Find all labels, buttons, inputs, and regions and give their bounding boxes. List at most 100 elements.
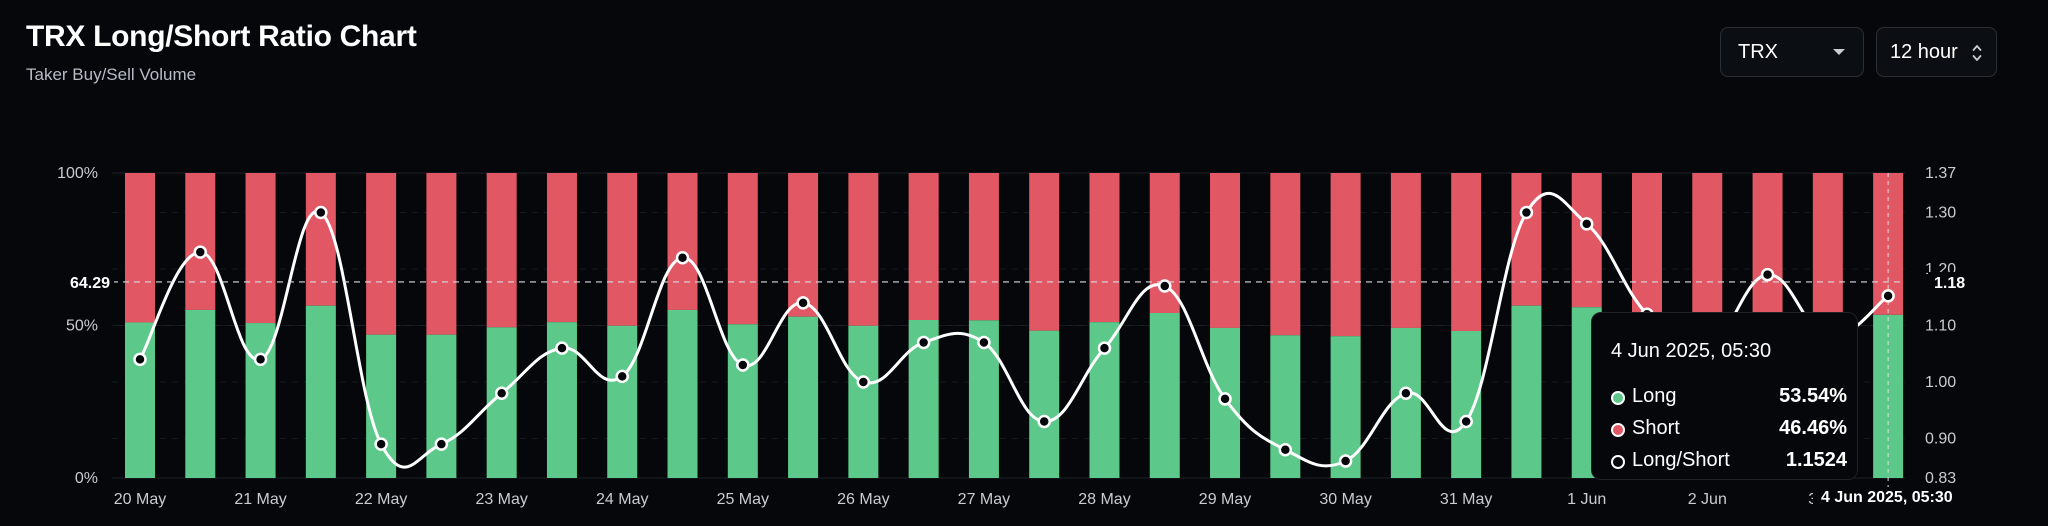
ratio-point	[1278, 443, 1293, 457]
ratio-point	[977, 335, 991, 350]
right-tick-label: 0.90	[1925, 430, 1956, 447]
interval-select-value: 12 hour	[1890, 40, 1958, 63]
asset-select[interactable]: TRX	[1720, 27, 1864, 77]
ratio-point	[1218, 392, 1232, 406]
x-tick-label: 25 May	[717, 491, 769, 508]
short-bar	[546, 173, 577, 323]
x-axis-ticks: 20 May 21 May 22 May 23 May 24 May 25 May 26 M…	[114, 491, 1848, 508]
short-bar	[486, 173, 517, 328]
short-bar	[366, 173, 397, 335]
ratio-point	[1760, 267, 1775, 282]
long-bar	[1390, 327, 1421, 478]
tooltip-value: 46.46%	[1779, 417, 1847, 439]
long-bar	[366, 334, 397, 478]
right-tick-label: 0.83	[1925, 470, 1956, 487]
x-tick-label: 27 May	[958, 491, 1010, 508]
right-tick-label: 1.30	[1925, 205, 1956, 222]
left-tick-label: 0%	[75, 470, 98, 487]
x-tick-label: 23 May	[475, 491, 527, 508]
short-bar	[908, 173, 939, 321]
x-tick-label: 31 May	[1440, 491, 1492, 508]
ratio-point	[434, 437, 449, 451]
tooltip-date: 4 Jun 2025, 05:30	[1611, 340, 1772, 362]
ratio-point	[736, 358, 750, 372]
tooltip-value: 1.1524	[1785, 449, 1847, 471]
short-bar	[1390, 173, 1421, 328]
short-bar	[426, 173, 457, 335]
short-bar	[667, 173, 698, 310]
ratio-point	[555, 341, 569, 355]
ratio-point	[253, 352, 268, 367]
short-bar	[1210, 173, 1241, 328]
short-bar	[607, 173, 638, 326]
short-bar	[1029, 173, 1060, 331]
ratio-point	[1097, 341, 1112, 355]
page-title: TRX Long/Short Ratio Chart	[26, 20, 417, 53]
long-bar	[1451, 330, 1482, 478]
ratio-point	[675, 250, 690, 265]
short-bar	[1571, 173, 1602, 308]
short-bar	[848, 173, 879, 326]
x-tick-label: 30 May	[1319, 491, 1371, 508]
short-dot-icon	[1611, 423, 1625, 437]
long-bar	[305, 305, 336, 478]
ratio-point	[314, 205, 328, 220]
short-bar	[788, 173, 819, 317]
tooltip-row-long: Long 53.54%	[1611, 385, 1847, 411]
short-bar	[185, 173, 216, 310]
ratio-point	[133, 352, 147, 367]
long-bar	[1149, 312, 1180, 478]
x-tick-label: 20 May	[114, 491, 166, 508]
x-tick-label: 26 May	[837, 491, 889, 508]
ratio-point	[374, 437, 388, 451]
left-tick-label: 100%	[57, 165, 98, 182]
long-bar	[848, 325, 879, 478]
ratio-dot-icon	[1611, 455, 1625, 469]
ratio-point	[1459, 414, 1473, 429]
ratio-point	[193, 245, 208, 259]
ratio-point	[494, 386, 509, 401]
right-tick-label: 1.37	[1925, 165, 1956, 182]
crosshair-right-value: 1.18	[1928, 272, 1972, 296]
ratio-point	[1881, 289, 1895, 303]
chevron-down-icon	[1833, 49, 1845, 55]
page-subtitle: Taker Buy/Sell Volume	[26, 65, 197, 84]
long-bar	[607, 325, 638, 478]
ratio-point	[1158, 279, 1172, 293]
short-bar	[1812, 173, 1843, 320]
x-tick-label: 1 Jun	[1567, 491, 1606, 508]
long-bar	[426, 334, 457, 478]
left-axis-ticks: 100% 50% 0%	[57, 165, 98, 487]
x-tick-label: 29 May	[1199, 491, 1251, 508]
short-bar	[727, 173, 758, 325]
chart-tooltip: 4 Jun 2025, 05:30 Long 53.54% Short 46.4…	[1591, 312, 1858, 480]
ratio-point	[916, 335, 931, 350]
tooltip-row-ratio: Long/Short 1.1524	[1611, 449, 1847, 475]
short-bar	[1330, 173, 1361, 337]
short-bar	[1752, 173, 1783, 318]
short-bar	[1089, 173, 1120, 323]
right-axis-ticks: 1.371.301.201.101.000.900.83	[1925, 165, 1956, 487]
crosshair-left-value: 64.29	[44, 272, 114, 296]
long-bar	[667, 309, 698, 478]
ratio-point	[1338, 454, 1353, 468]
long-bar	[125, 322, 155, 478]
short-bar	[1451, 173, 1482, 331]
interval-select[interactable]: 12 hour	[1876, 27, 1997, 77]
tooltip-label: Short	[1632, 417, 1680, 439]
ratio-point	[615, 369, 629, 384]
asset-select-value: TRX	[1738, 40, 1778, 63]
ratio-point	[1037, 414, 1051, 429]
long-bar	[185, 309, 216, 478]
x-tick-label: 21 May	[234, 491, 286, 508]
crosshair-x-label: 4 Jun 2025, 05:30	[1813, 487, 1961, 509]
ratio-point	[1579, 217, 1594, 231]
tooltip-row-short: Short 46.46%	[1611, 417, 1847, 443]
tooltip-label: Long	[1632, 385, 1677, 407]
short-bar	[305, 173, 336, 306]
x-tick-label: 22 May	[355, 491, 407, 508]
ratio-point	[856, 375, 871, 389]
sort-updown-icon	[1972, 45, 1982, 61]
long-dot-icon	[1611, 391, 1625, 405]
short-bar	[245, 173, 276, 324]
